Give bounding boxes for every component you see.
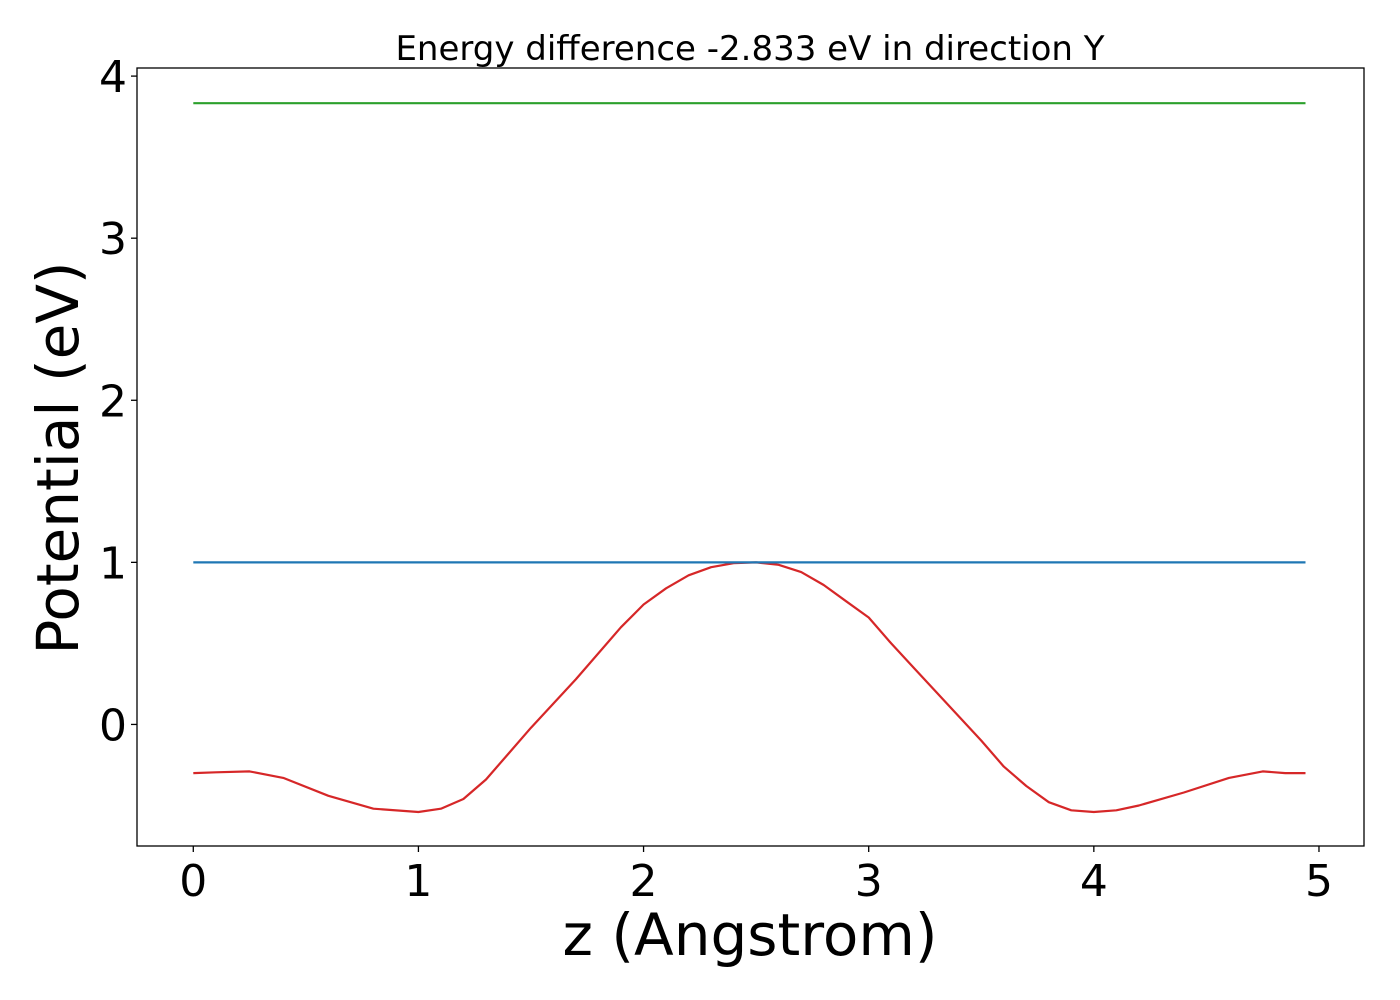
x-tick-label: 1 <box>404 856 432 907</box>
x-tick-label: 4 <box>1080 856 1108 907</box>
y-axis-ticks: 0 1 2 3 4 <box>99 52 137 751</box>
y-tick-label: 4 <box>99 52 127 103</box>
y-tick-label: 1 <box>99 538 127 589</box>
y-axis-label: Potential (eV) <box>24 261 92 654</box>
x-tick-label: 5 <box>1305 856 1333 907</box>
x-axis-label: z (Angstrom) <box>563 901 938 969</box>
chart-title: Energy difference -2.833 eV in direction… <box>395 29 1104 69</box>
x-tick-label: 2 <box>630 856 658 907</box>
series-line-1 <box>193 561 1306 814</box>
x-axis-ticks: 0 1 2 3 4 5 <box>179 846 1333 907</box>
x-tick-label: 0 <box>179 856 207 907</box>
y-tick-label: 3 <box>99 214 127 265</box>
y-tick-label: 0 <box>99 700 127 751</box>
plot-frame <box>136 67 1365 847</box>
y-tick-label: 2 <box>99 376 127 427</box>
series-layer <box>193 102 1306 814</box>
x-tick-label: 3 <box>855 856 883 907</box>
